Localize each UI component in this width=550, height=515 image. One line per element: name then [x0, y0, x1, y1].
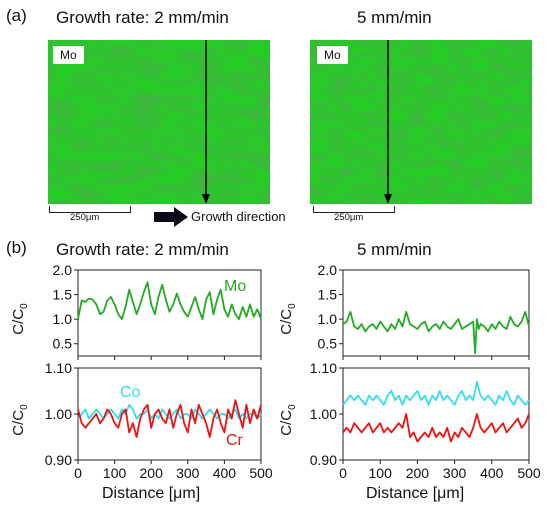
y-tick-label: 1.5 — [318, 287, 338, 303]
plot-frame — [342, 367, 530, 461]
mo-map-5mm — [310, 40, 532, 204]
x-tick-label: 500 — [249, 465, 273, 481]
map-label-mo-5mm: Mo — [317, 46, 348, 64]
x-tick-label: 300 — [176, 465, 200, 481]
x-tick-label: 400 — [213, 465, 237, 481]
ylabel-text: C/C — [278, 308, 295, 335]
x-tick-label: 200 — [406, 465, 430, 481]
ylabel-text: C/C — [10, 409, 27, 436]
mo-map-2mm — [48, 40, 270, 204]
series-line-co-cr-2mm-1 — [77, 399, 262, 438]
scale-label-right: 250μm — [334, 212, 364, 223]
plot-frame — [77, 269, 262, 357]
panel-b-letter: (b) — [6, 238, 27, 257]
x-tick-label: 0 — [74, 465, 82, 481]
ylabel-cocr-2mm: C/C0 — [0, 400, 40, 440]
xlabel-right: Distance [μm] — [366, 485, 465, 502]
ylabel-mo-2mm: C/C0 — [0, 299, 40, 339]
panel-a-letter: (a) — [6, 6, 27, 25]
x-tick-label: 0 — [339, 465, 347, 481]
y-tick-label: 0.5 — [53, 336, 73, 352]
growth-direction-arrow-icon — [154, 207, 188, 227]
series-line-mo-5mm-0 — [342, 310, 530, 355]
y-tick-label: 1.0 — [53, 311, 73, 327]
y-tick-label: 0.90 — [310, 452, 337, 468]
ylabel-mo-5mm: C/C0 — [268, 299, 308, 339]
xlabel-left: Distance [μm] — [102, 485, 201, 502]
ylabel-text: C/C — [10, 308, 27, 335]
x-tick-label: 100 — [369, 465, 393, 481]
growth-direction-label: Growth direction — [191, 209, 286, 224]
ylabel-sub: 0 — [287, 303, 298, 309]
scale-label-left: 250μm — [70, 212, 100, 223]
y-tick-label: 0.5 — [318, 336, 338, 352]
plot-frame — [342, 269, 530, 357]
ylabel-sub: 0 — [19, 303, 30, 309]
ylabel-cocr-5mm: C/C0 — [268, 400, 308, 440]
y-tick-label: 1.10 — [45, 360, 72, 376]
map-label-mo-2mm: Mo — [53, 46, 84, 64]
series-label-co: Co — [120, 384, 141, 401]
y-tick-label: 1.0 — [318, 311, 338, 327]
series-line-mo-2mm-0 — [77, 281, 262, 321]
y-tick-label: 1.10 — [310, 360, 337, 376]
y-tick-label: 0.90 — [45, 452, 72, 468]
x-tick-label: 200 — [140, 465, 164, 481]
series-label-mo: Mo — [224, 278, 247, 295]
series-label-cr: Cr — [226, 432, 243, 449]
ylabel-text: C/C — [278, 409, 295, 436]
x-tick-label: 400 — [480, 465, 504, 481]
series-line-co-cr-5mm-0 — [342, 380, 530, 406]
ylabel-sub: 0 — [287, 404, 298, 410]
scale-bar-right — [313, 206, 395, 213]
x-tick-label: 300 — [443, 465, 467, 481]
panel-a-left-title: Growth rate: 2 mm/min — [56, 8, 229, 27]
series-line-co-cr-5mm-1 — [342, 413, 530, 443]
panel-b-left-title: Growth rate: 2 mm/min — [56, 240, 229, 259]
panel-a-right-title: 5 mm/min — [357, 8, 432, 27]
ylabel-sub: 0 — [19, 404, 30, 410]
y-tick-label: 2.0 — [53, 262, 73, 278]
x-tick-label: 100 — [103, 465, 127, 481]
panel-b-right-title: 5 mm/min — [357, 240, 432, 259]
y-tick-label: 1.00 — [45, 406, 72, 422]
scale-bar-left — [49, 206, 131, 213]
y-tick-label: 1.5 — [53, 287, 73, 303]
x-tick-label: 500 — [517, 465, 541, 481]
y-tick-label: 2.0 — [318, 262, 338, 278]
line-charts: 2.01.51.00.51.101.000.900 100 200 300 400 500… — [45, 262, 541, 481]
y-tick-label: 1.00 — [310, 406, 337, 422]
